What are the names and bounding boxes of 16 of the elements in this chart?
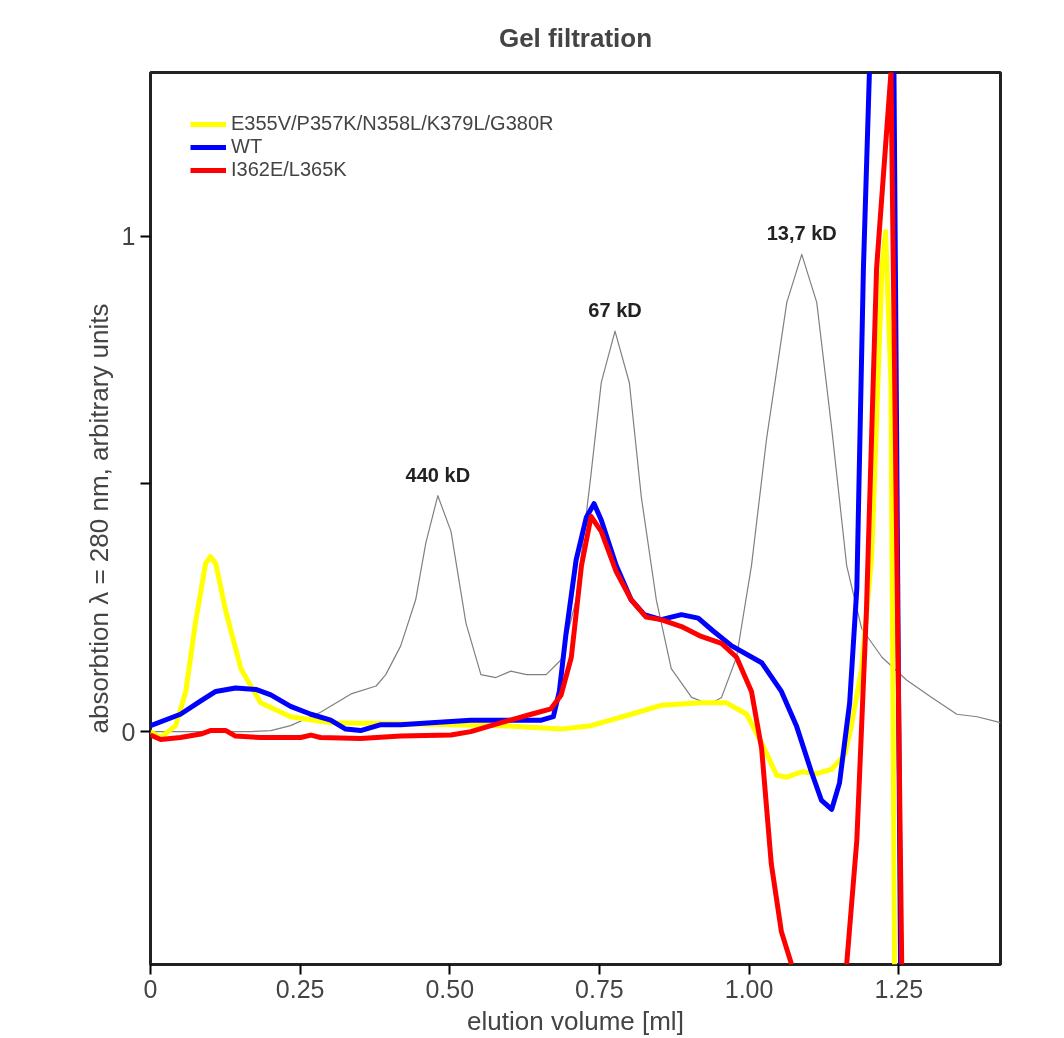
annotation: 13,7 kD bbox=[766, 222, 837, 245]
y-tick-label: 1 bbox=[121, 222, 136, 251]
chart-title: Gel filtration bbox=[498, 22, 653, 53]
legend-label: WT bbox=[231, 135, 263, 158]
x-axis-title: elution volume [ml] bbox=[467, 1005, 684, 1036]
legend-label: E355V/P357K/N358L/K379L/G380R bbox=[231, 112, 554, 135]
legend-label: I362E/L365K bbox=[231, 158, 347, 181]
x-tick-label: 0 bbox=[143, 974, 158, 1003]
annotation: 67 kD bbox=[588, 299, 642, 322]
x-tick-label: 0.75 bbox=[575, 974, 624, 1003]
y-axis-title: absorbtion λ = 280 nm, arbitrary units bbox=[83, 303, 114, 734]
x-tick-label: 1.00 bbox=[724, 974, 774, 1003]
x-tick-label: 0.50 bbox=[425, 974, 475, 1003]
annotation: 440 kD bbox=[405, 463, 471, 486]
x-tick-label: 1.25 bbox=[874, 974, 924, 1003]
x-tick-label: 0.25 bbox=[275, 974, 325, 1003]
